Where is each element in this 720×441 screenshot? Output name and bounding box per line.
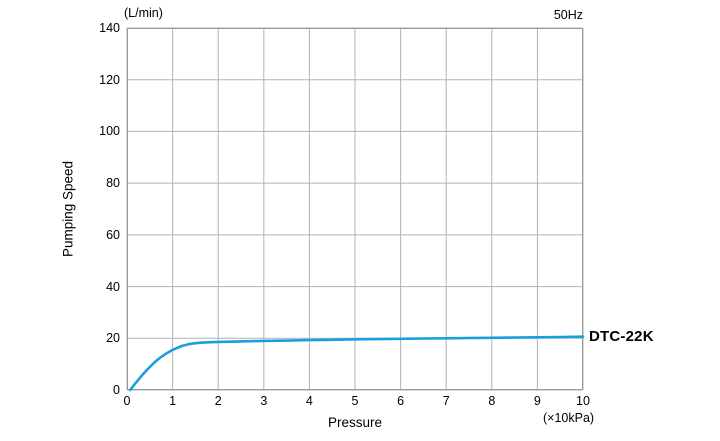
plot-frame xyxy=(127,28,583,390)
y-tick-label: 0 xyxy=(113,383,120,397)
x-tick-label: 10 xyxy=(576,394,590,408)
y-tick-label: 120 xyxy=(99,72,120,87)
plot-area xyxy=(126,27,585,392)
x-tick-label: 6 xyxy=(397,394,405,408)
x-tick-label: 0 xyxy=(123,394,131,408)
x-tick-label: 7 xyxy=(442,394,450,408)
x-tick-label: 3 xyxy=(260,394,268,408)
x-axis-unit-label: (×10kPa) xyxy=(543,411,595,425)
y-tick-label: 20 xyxy=(106,331,120,346)
plot-grid-and-curve xyxy=(126,27,585,392)
x-tick-label: 5 xyxy=(351,394,359,408)
series-curve xyxy=(128,335,585,392)
x-tick-label: 9 xyxy=(533,394,541,408)
y-axis-unit-label: (L/min) xyxy=(124,6,163,20)
y-tick-label: 60 xyxy=(106,227,120,242)
x-tick-label: 1 xyxy=(169,394,177,408)
x-tick-label: 8 xyxy=(488,394,496,408)
series-label: DTC-22K xyxy=(589,328,654,345)
x-tick-label: 4 xyxy=(305,394,313,408)
x-axis-title: Pressure xyxy=(327,415,383,430)
y-tick-label: 40 xyxy=(106,279,120,294)
x-tick-label: 2 xyxy=(214,394,222,408)
y-tick-label: 100 xyxy=(99,124,120,139)
frequency-label: 50Hz xyxy=(553,8,583,22)
y-tick-label: 140 xyxy=(99,21,120,35)
y-tick-label: 80 xyxy=(106,176,120,191)
